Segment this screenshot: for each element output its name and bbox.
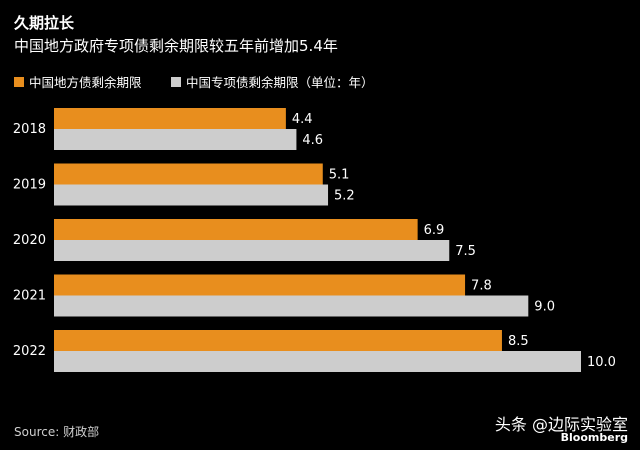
- bar-local-debt: [54, 274, 466, 296]
- bar-local-debt: [54, 163, 323, 185]
- legend-label-local: 中国地方债剩余期限: [29, 75, 142, 90]
- chart-title: 久期拉长: [14, 14, 75, 32]
- bar-local-debt: [54, 108, 286, 129]
- value-label: 7.8: [471, 279, 492, 294]
- value-label: 5.2: [334, 189, 355, 204]
- chart-subtitle: 中国地方政府专项债剩余期限较五年前增加5.4年: [14, 37, 338, 55]
- value-label: 4.4: [292, 112, 313, 127]
- value-label: 5.1: [329, 168, 350, 183]
- legend-swatch-special: [171, 77, 181, 87]
- source-note: Source: 财政部: [14, 424, 99, 439]
- watermark-text: 头条 @边际实验室: [495, 415, 628, 434]
- category-label: 2018: [13, 122, 46, 137]
- bars-group: 2018 4.4 4.6 2019 5.1 5.2 2020 6.9 7.5 2021 7.8 9.0…: [13, 108, 616, 372]
- category-label: 2020: [13, 233, 46, 248]
- bar-special-debt: [54, 351, 581, 372]
- value-label: 10.0: [587, 355, 616, 370]
- category-label: 2019: [13, 178, 46, 193]
- category-label: 2022: [13, 344, 46, 359]
- bar-special-debt: [54, 129, 297, 150]
- bar-local-debt: [54, 330, 502, 351]
- value-label: 4.6: [302, 133, 323, 148]
- value-label: 8.5: [508, 334, 529, 349]
- legend: 中国地方债剩余期限 中国专项债剩余期限（单位：年）: [14, 75, 374, 90]
- value-label: 9.0: [534, 300, 555, 315]
- value-label: 6.9: [424, 223, 445, 238]
- bar-special-debt: [54, 184, 329, 206]
- bar-local-debt: [54, 219, 418, 240]
- bar-special-debt: [54, 240, 450, 261]
- bar-special-debt: [54, 295, 529, 317]
- legend-swatch-local: [14, 77, 24, 87]
- bloomberg-logo: Bloomberg: [561, 431, 628, 444]
- legend-label-special: 中国专项债剩余期限（单位：年）: [186, 75, 374, 90]
- category-label: 2021: [13, 289, 46, 304]
- value-label: 7.5: [455, 244, 476, 259]
